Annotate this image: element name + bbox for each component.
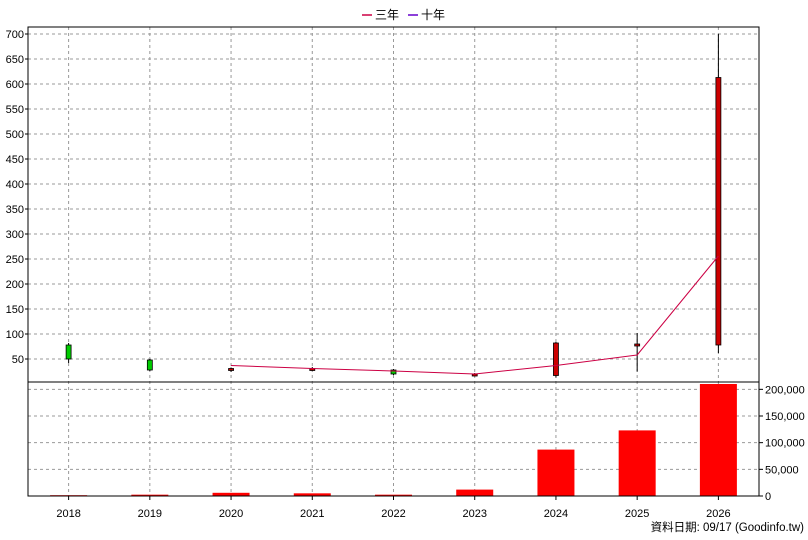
volume-grid xyxy=(28,388,759,470)
price-tick-label: 650 xyxy=(6,54,24,66)
legend: 三年 十年 xyxy=(362,8,445,22)
x-tick-label: 2024 xyxy=(544,508,568,520)
three-year-line xyxy=(231,255,719,375)
candlesticks xyxy=(65,34,722,378)
x-tick-label: 2019 xyxy=(138,508,162,520)
legend-label-ten-year: 十年 xyxy=(421,8,445,22)
legend-label-three-year: 三年 xyxy=(375,8,399,22)
price-tick-label: 550 xyxy=(6,104,24,116)
footer-source: 資料日期: 09/17 (Goodinfo.tw) xyxy=(651,520,805,534)
candle-body xyxy=(715,77,722,346)
candle-body xyxy=(146,359,153,371)
price-tick-label: 50 xyxy=(12,354,24,366)
price-tick-label: 450 xyxy=(6,154,24,166)
candle-body xyxy=(390,369,397,375)
volume-bar xyxy=(537,449,575,496)
volume-tick-label: 100,000 xyxy=(765,438,805,450)
volume-tick-label: 0 xyxy=(765,491,771,503)
x-tick-label: 2023 xyxy=(462,508,486,520)
volume-tick-label: 50,000 xyxy=(765,464,799,476)
volume-axis: 0 50,000 100,000 150,000 200,000 xyxy=(759,384,805,503)
candle-body xyxy=(228,368,234,371)
volume-bar xyxy=(293,493,331,496)
price-tick-label: 350 xyxy=(6,204,24,216)
price-tick-label: 250 xyxy=(6,254,24,266)
x-axis: 2018 2019 2020 2021 2022 2023 2024 2025 2026 xyxy=(56,496,731,520)
x-tick-label: 2026 xyxy=(706,508,730,520)
x-tick-label: 2020 xyxy=(219,508,243,520)
volume-bar xyxy=(131,494,169,496)
price-tick-label: 150 xyxy=(6,304,24,316)
price-tick-label: 200 xyxy=(6,279,24,291)
price-tick-label: 700 xyxy=(6,29,24,41)
price-tick-label: 300 xyxy=(6,229,24,241)
price-tick-label: 500 xyxy=(6,129,24,141)
volume-tick-label: 200,000 xyxy=(765,384,805,396)
volume-bar xyxy=(212,492,250,496)
volume-bar xyxy=(618,430,656,496)
volume-bar xyxy=(375,494,412,496)
price-tick-label: 600 xyxy=(6,79,24,91)
volume-bar xyxy=(699,384,737,496)
price-axis: 50 100 150 200 250 300 350 400 450 500 550 600 650 70… xyxy=(6,29,28,366)
volume-bar xyxy=(456,489,494,496)
three-year-line-path xyxy=(231,255,719,375)
price-tick-label: 400 xyxy=(6,179,24,191)
candle-body xyxy=(553,342,559,376)
candle-body xyxy=(65,344,72,360)
volume-tick-label: 150,000 xyxy=(765,411,805,423)
candle-body xyxy=(634,343,641,347)
price-grid xyxy=(28,27,759,496)
x-tick-label: 2022 xyxy=(381,508,405,520)
price-tick-label: 100 xyxy=(6,329,24,341)
x-tick-label: 2025 xyxy=(625,508,649,520)
x-tick-label: 2018 xyxy=(56,508,80,520)
volume-bars xyxy=(50,384,737,496)
x-tick-label: 2021 xyxy=(300,508,324,520)
